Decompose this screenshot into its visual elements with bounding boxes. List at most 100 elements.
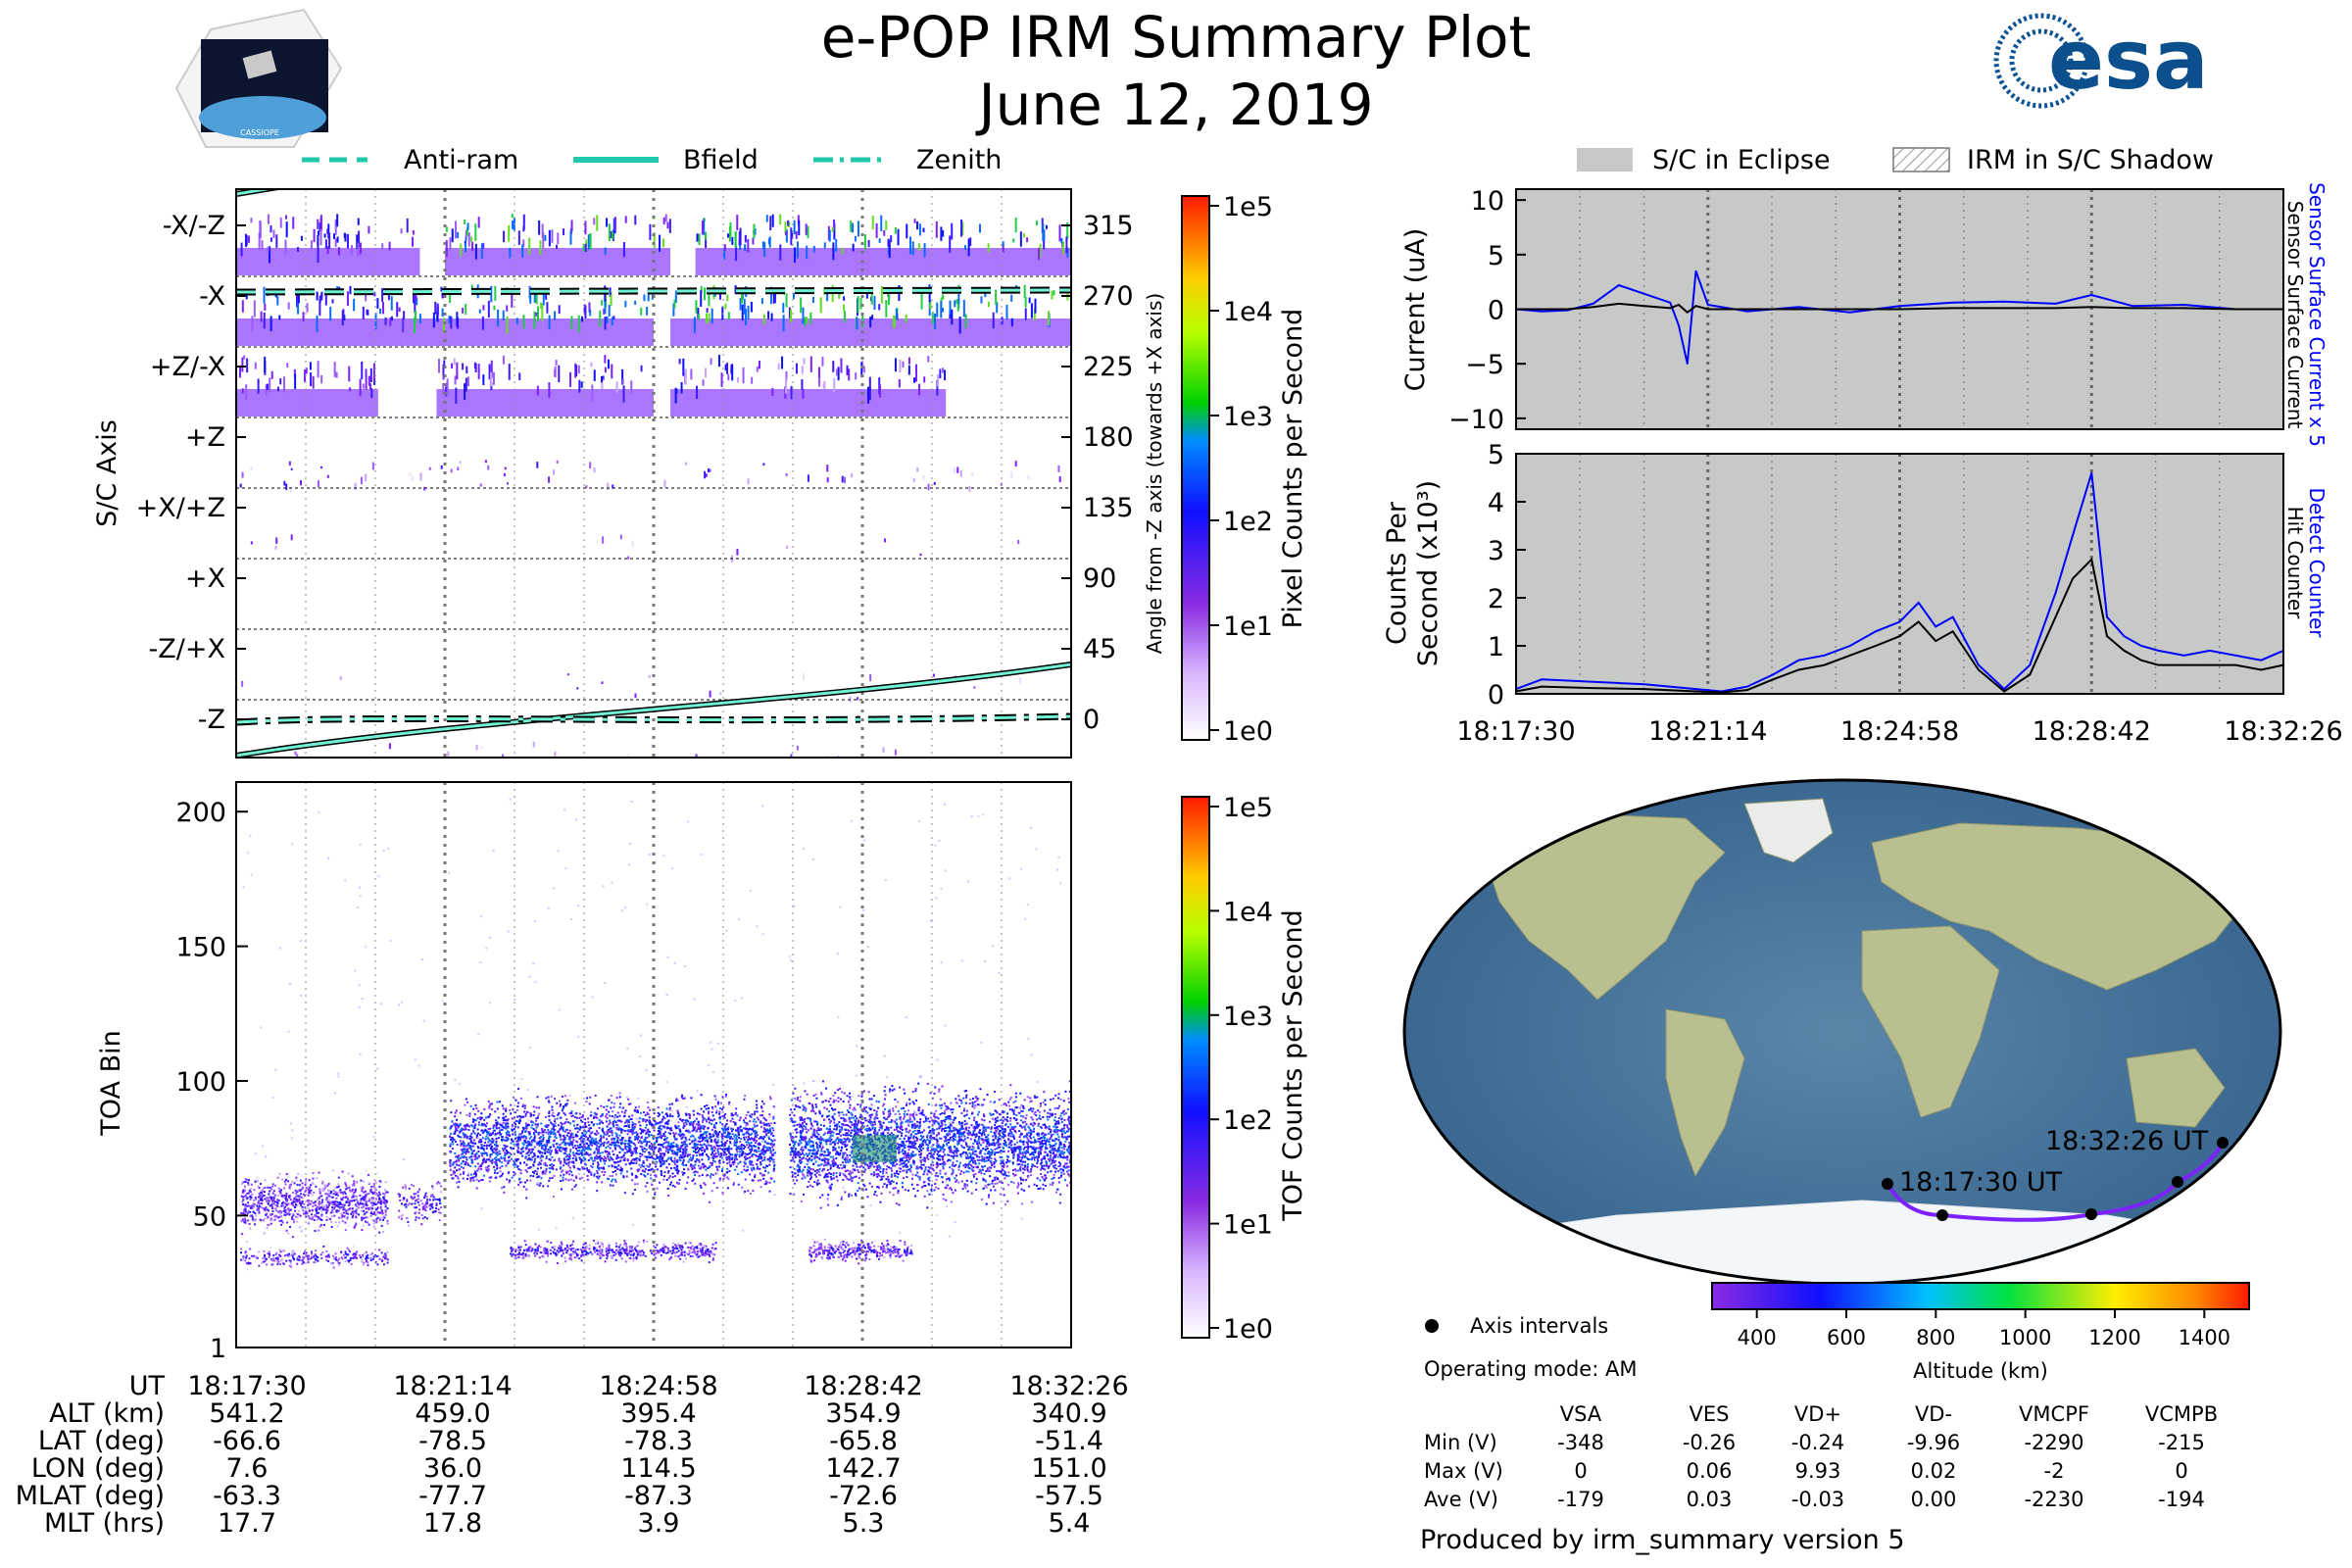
tof-count-mark	[326, 1200, 329, 1202]
axis-count-mark	[721, 306, 724, 320]
tof-count-mark	[489, 1147, 492, 1150]
tof-count-mark	[253, 1219, 256, 1222]
tof-count-mark	[498, 1101, 501, 1103]
axis-count-mark	[937, 374, 940, 387]
axis-count-mark	[863, 234, 866, 250]
tof-count-mark	[385, 1201, 388, 1204]
tof-count-mark	[313, 1261, 316, 1264]
tof-count-mark	[294, 1203, 297, 1206]
tof-count-mark	[271, 1259, 274, 1262]
tof-count-mark	[684, 1187, 687, 1190]
tof-count-mark	[769, 1155, 772, 1158]
tof-count-mark	[639, 1132, 642, 1135]
tof-count-mark	[696, 1147, 699, 1150]
tof-count-mark	[362, 1205, 365, 1208]
tof-count-mark	[612, 1122, 614, 1125]
tof-count-mark	[687, 1176, 690, 1179]
tof-count-mark	[334, 1221, 337, 1224]
tof-count-mark	[254, 1179, 257, 1182]
tof-count-mark	[346, 1200, 349, 1202]
tof-count-mark	[341, 1199, 344, 1201]
tof-count-mark	[615, 1155, 618, 1158]
tof-count-mark	[287, 1232, 290, 1235]
tof-count-mark	[649, 1173, 652, 1176]
tof-count-mark	[572, 1153, 575, 1156]
tof-count-mark	[343, 1211, 346, 1214]
axis-count-mark	[250, 541, 253, 545]
tof-count-mark	[358, 1213, 361, 1216]
tof-count-mark	[308, 1209, 311, 1212]
tof-count-mark	[596, 1149, 599, 1152]
tof-count-mark	[557, 1112, 560, 1115]
tof-count-mark	[547, 1131, 550, 1134]
tof-count-mark	[735, 1165, 738, 1168]
tof-count-mark	[288, 1209, 291, 1212]
tof-count-mark	[467, 1124, 470, 1127]
tof-count-mark	[644, 1113, 647, 1116]
tof-count-mark	[748, 1142, 751, 1145]
axis-count-mark	[411, 475, 414, 481]
tof-count-mark	[642, 1131, 645, 1134]
tof-count-mark	[728, 1158, 731, 1161]
tof-count-mark	[765, 1182, 768, 1185]
tof-count-mark	[473, 1124, 476, 1127]
tof-count-mark	[516, 1105, 519, 1108]
tof-count-mark	[678, 1158, 681, 1161]
tof-count-mark	[708, 1144, 710, 1147]
axis-count-mark	[856, 318, 858, 330]
tof-count-mark	[748, 1152, 751, 1155]
tof-count-mark	[765, 1147, 768, 1150]
tof-count-mark	[415, 1193, 417, 1196]
tof-count-mark	[611, 1164, 613, 1167]
tof-count-mark	[367, 1207, 369, 1210]
tof-count-mark	[700, 1153, 703, 1156]
tof-count-mark	[489, 1102, 492, 1105]
tof-count-mark	[473, 1113, 476, 1116]
axis-count-mark	[1028, 297, 1031, 304]
tof-count-mark	[538, 1145, 541, 1148]
tof-count-mark	[590, 1127, 593, 1130]
tof-count-mark	[646, 1155, 649, 1158]
axis-count-mark	[414, 295, 416, 313]
axis-count-mark	[894, 749, 897, 756]
tof-count-mark	[547, 1185, 550, 1188]
tof-count-mark	[376, 1194, 379, 1197]
tof-count-mark	[539, 1156, 542, 1159]
tof-count-mark	[571, 1188, 574, 1191]
tof-count-mark	[322, 1245, 325, 1248]
tof-count-mark	[693, 1127, 696, 1130]
axis-count-mark	[412, 236, 415, 247]
axis-count-mark	[832, 361, 835, 372]
axis-count-mark	[331, 299, 334, 304]
tof-count-mark	[676, 1169, 679, 1172]
tof-count-mark	[706, 1104, 709, 1107]
tof-count-mark	[363, 1209, 366, 1212]
tof-count-mark	[406, 1200, 409, 1202]
axis-count-mark	[341, 310, 344, 325]
tof-count-mark	[759, 1153, 761, 1156]
tof-count-mark	[468, 1146, 471, 1149]
tof-count-mark	[306, 1200, 309, 1202]
pixel-colorbar-label: Pixel Counts per Second	[1278, 309, 1308, 629]
tof-count-mark	[340, 1216, 343, 1219]
tof-count-mark	[718, 1161, 721, 1164]
tof-count-mark	[437, 1181, 440, 1184]
tof-count-mark	[615, 1097, 618, 1100]
tof-count-mark	[450, 1173, 453, 1176]
tof-count-mark	[682, 1134, 685, 1137]
tof-count-mark	[354, 1210, 357, 1213]
tof-count-mark	[532, 1164, 535, 1167]
tof-count-mark	[597, 1132, 600, 1135]
tof-count-mark	[642, 1141, 645, 1144]
axis-count-mark	[736, 215, 739, 231]
axis-count-mark	[619, 534, 622, 540]
tof-count-mark	[277, 1216, 280, 1219]
tof-count-mark	[562, 1147, 564, 1150]
tof-count-mark	[750, 1128, 753, 1131]
tof-count-mark	[656, 1160, 659, 1163]
tof-count-mark	[767, 1146, 770, 1149]
tof-count-mark	[502, 1150, 505, 1152]
tof-count-mark	[275, 1209, 278, 1212]
tof-count-mark	[457, 1157, 460, 1160]
tof-count-mark	[480, 1179, 483, 1182]
